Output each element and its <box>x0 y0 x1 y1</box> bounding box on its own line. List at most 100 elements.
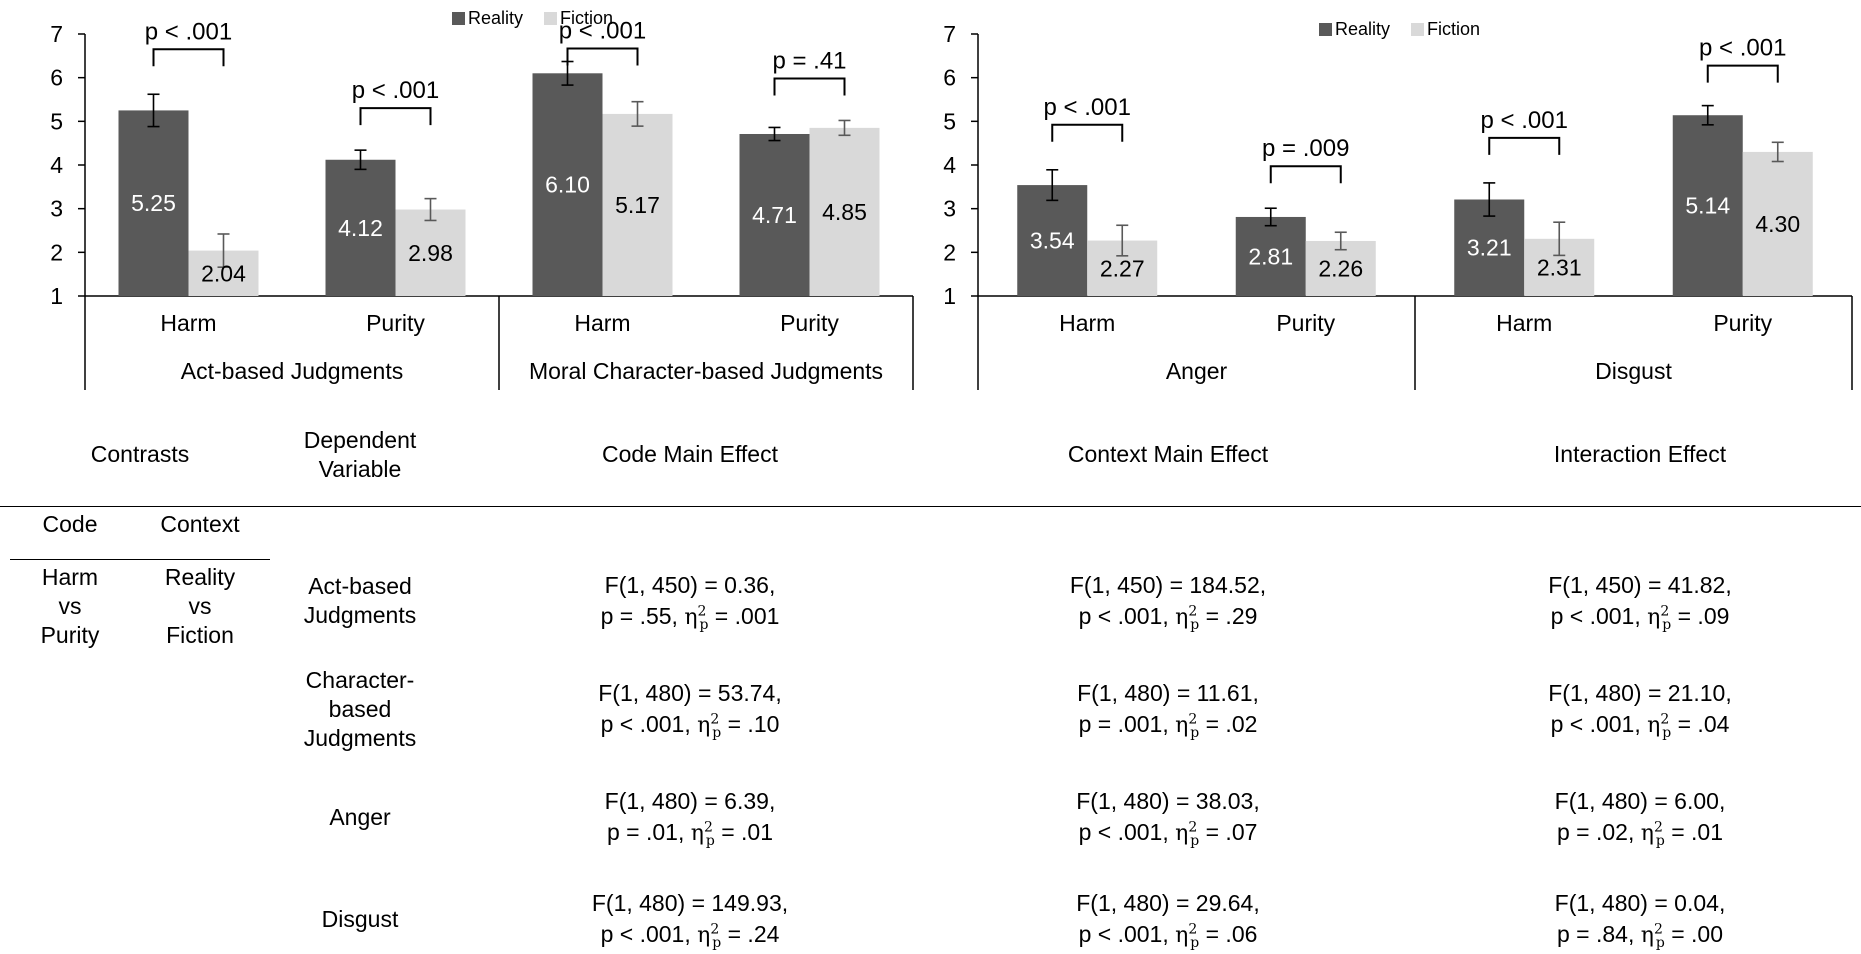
partial-eta-squared-symbol: η2p <box>690 819 715 850</box>
y-tick-label: 3 <box>50 196 63 222</box>
header-dv-line2: Variable <box>318 456 402 482</box>
partial-eta-squared-symbol: η2p <box>1175 921 1200 952</box>
p-value-annotation: p = .41 <box>772 47 846 74</box>
chart-left: 1 2 3 4 5 6 7 Harm Purity Harm Purity Act-based Jud… <box>50 8 914 390</box>
effect-size-value: = .06 <box>1199 921 1258 947</box>
data-label: 6.10 <box>545 172 590 198</box>
x-category-label: Purity <box>1276 310 1335 336</box>
dependent-variable-cell: Anger <box>270 803 450 832</box>
p-value: p < .001, <box>1078 921 1176 947</box>
effect-size-value: = .04 <box>1671 711 1730 737</box>
x-category-label: Harm <box>574 310 630 336</box>
p-value-annotation: p = .009 <box>1262 135 1349 162</box>
bar-reality <box>532 73 603 296</box>
y-tick-label: 6 <box>50 65 63 91</box>
p-value: p < .001, <box>600 711 698 737</box>
data-label: 5.17 <box>615 192 660 218</box>
effect-size-value: = .09 <box>1671 603 1730 629</box>
y-tick-label: 7 <box>943 21 956 47</box>
dependent-variable-line: Anger <box>329 803 391 830</box>
header-context: Context <box>160 511 240 537</box>
partial-eta-squared-symbol: η2p <box>1175 711 1200 742</box>
data-label: 2.81 <box>1248 243 1293 269</box>
data-label: 5.14 <box>1685 193 1730 219</box>
p-and-effect-size: p = .84, η2p = .00 <box>1440 919 1840 951</box>
legend-swatch-fiction <box>1411 23 1424 36</box>
bar-reality <box>1672 115 1743 296</box>
header-interaction-effect: Interaction Effect <box>1553 441 1727 467</box>
partial-eta-squared-symbol: η2p <box>1175 819 1200 850</box>
effect-size-value: = .01 <box>714 819 774 845</box>
context-effect-cell: F(1, 450) = 184.52, p < .001, η2p = .29 <box>968 570 1368 633</box>
x-group-label: Anger <box>1166 358 1228 384</box>
p-and-effect-size: p < .001, η2p = .04 <box>1440 709 1840 741</box>
p-value: p < .001, <box>1078 819 1176 845</box>
legend-swatch-reality <box>1319 23 1332 36</box>
p-and-effect-size: p = .02, η2p = .01 <box>1440 817 1840 849</box>
x-category-label: Harm <box>1496 310 1552 336</box>
partial-eta-squared-symbol: η2p <box>1640 819 1665 850</box>
legend-label-reality: Reality <box>1335 19 1390 39</box>
f-statistic: F(1, 480) = 6.39, <box>604 788 776 814</box>
table-header-rule <box>0 506 1861 507</box>
data-label: 4.71 <box>752 202 797 228</box>
p-value-annotation: p < .001 <box>559 18 646 45</box>
f-statistic: F(1, 480) = 29.64, <box>1076 890 1260 916</box>
x-category-label: Harm <box>1059 310 1115 336</box>
y-tick-label: 4 <box>50 152 63 178</box>
f-statistic: F(1, 480) = 53.74, <box>598 680 782 706</box>
partial-eta-squared-symbol: η2p <box>697 711 722 742</box>
effect-size-value: = .29 <box>1199 603 1258 629</box>
y-tick-label: 7 <box>50 21 63 47</box>
p-and-effect-size: p < .001, η2p = .06 <box>968 919 1368 951</box>
data-label: 4.30 <box>1755 211 1800 237</box>
chart-right: 1 2 3 4 5 6 7 Harm Purity Harm Purity Anger Disgust 3… <box>943 19 1853 390</box>
data-label: 2.98 <box>408 240 453 266</box>
partial-eta-squared-symbol: η2p <box>1175 603 1200 634</box>
p-and-effect-size: p = .001, η2p = .02 <box>968 709 1368 741</box>
interaction-effect-cell: F(1, 480) = 6.00, p = .02, η2p = .01 <box>1440 786 1840 849</box>
interaction-effect-cell: F(1, 450) = 41.82, p < .001, η2p = .09 <box>1440 570 1840 633</box>
contrast-code-cell: Harm vs Purity <box>20 563 120 650</box>
contrast-subheader-rule <box>10 559 270 560</box>
dependent-variable-cell: Disgust <box>270 905 450 934</box>
significance-bracket <box>1706 64 1779 83</box>
bar-reality <box>1235 216 1306 296</box>
f-statistic: F(1, 480) = 21.10, <box>1548 680 1732 706</box>
dependent-variable-line: Disgust <box>321 905 399 932</box>
data-label: 2.27 <box>1100 255 1145 281</box>
bar-fiction <box>602 113 673 296</box>
p-and-effect-size: p < .001, η2p = .10 <box>490 709 890 741</box>
bar-fiction <box>1742 151 1813 296</box>
data-label: 3.54 <box>1030 228 1075 254</box>
contrast-context-line: Fiction <box>166 622 234 648</box>
p-value-annotation: p < .001 <box>145 18 232 45</box>
y-tick-label: 2 <box>943 239 956 265</box>
y-tick-label: 5 <box>943 108 956 134</box>
p-value: p = .001, <box>1078 711 1176 737</box>
x-group-label: Disgust <box>1595 358 1672 384</box>
dependent-variable-cell: Act-based Judgments <box>270 572 450 630</box>
code-effect-cell: F(1, 450) = 0.36, p = .55, η2p = .001 <box>490 570 890 633</box>
p-value-annotation: p < .001 <box>352 77 439 104</box>
f-statistic: F(1, 480) = 149.93, <box>591 890 789 916</box>
f-statistic: F(1, 450) = 184.52, <box>1069 572 1267 598</box>
partial-eta-squared-symbol: η2p <box>1647 711 1672 742</box>
legend-label-reality: Reality <box>468 8 523 28</box>
p-value: p = .55, <box>600 603 685 629</box>
p-and-effect-size: p < .001, η2p = .24 <box>490 919 890 951</box>
p-value: p < .001, <box>1078 603 1176 629</box>
f-statistic: F(1, 480) = 11.61, <box>1077 680 1259 706</box>
p-and-effect-size: p < .001, η2p = .29 <box>968 601 1368 633</box>
effect-size-value: = .07 <box>1199 819 1258 845</box>
legend-swatch-reality <box>452 12 465 25</box>
header-code: Code <box>42 511 98 537</box>
p-value-annotation: p < .001 <box>1481 107 1568 134</box>
data-label: 2.31 <box>1537 254 1582 280</box>
p-and-effect-size: p = .01, η2p = .01 <box>490 817 890 849</box>
code-effect-cell: F(1, 480) = 53.74, p < .001, η2p = .10 <box>490 678 890 741</box>
y-tick-label: 1 <box>50 283 63 309</box>
p-value: p < .001, <box>600 921 698 947</box>
data-label: 5.25 <box>131 190 176 216</box>
interaction-effect-cell: F(1, 480) = 0.04, p = .84, η2p = .00 <box>1440 888 1840 951</box>
